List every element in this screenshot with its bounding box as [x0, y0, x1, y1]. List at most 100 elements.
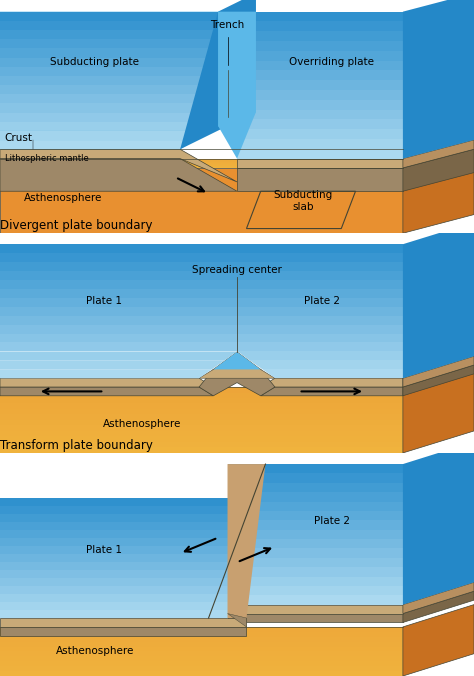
Text: Overriding plate: Overriding plate	[289, 57, 374, 68]
Polygon shape	[237, 244, 403, 253]
Polygon shape	[0, 498, 246, 506]
Text: Transform plate boundary: Transform plate boundary	[0, 439, 153, 452]
Polygon shape	[0, 637, 403, 642]
Polygon shape	[237, 120, 403, 129]
Polygon shape	[0, 618, 246, 627]
Polygon shape	[0, 49, 218, 57]
Polygon shape	[237, 129, 403, 139]
Polygon shape	[237, 110, 403, 120]
Polygon shape	[0, 39, 218, 49]
Polygon shape	[0, 271, 237, 280]
Polygon shape	[237, 271, 403, 280]
Polygon shape	[0, 360, 225, 369]
Polygon shape	[261, 387, 403, 396]
Polygon shape	[0, 594, 246, 602]
Polygon shape	[0, 122, 218, 131]
Polygon shape	[0, 244, 237, 253]
Polygon shape	[0, 11, 218, 21]
Polygon shape	[0, 652, 403, 656]
Polygon shape	[0, 333, 237, 343]
Polygon shape	[228, 464, 265, 618]
Polygon shape	[403, 140, 474, 168]
Polygon shape	[0, 554, 246, 562]
Polygon shape	[0, 307, 237, 316]
Polygon shape	[237, 333, 403, 343]
Polygon shape	[0, 94, 218, 103]
Polygon shape	[0, 164, 403, 165]
Polygon shape	[403, 604, 474, 676]
Polygon shape	[0, 506, 246, 514]
Polygon shape	[0, 562, 246, 570]
Polygon shape	[0, 298, 237, 307]
Polygon shape	[237, 159, 403, 168]
Polygon shape	[0, 387, 403, 393]
Polygon shape	[403, 442, 474, 604]
Polygon shape	[0, 160, 403, 162]
Polygon shape	[0, 522, 246, 530]
Polygon shape	[228, 492, 403, 502]
Text: Plate 1: Plate 1	[86, 546, 122, 555]
Polygon shape	[228, 502, 403, 511]
Polygon shape	[237, 139, 403, 149]
Polygon shape	[0, 404, 403, 409]
Polygon shape	[228, 558, 403, 567]
Polygon shape	[228, 473, 403, 483]
Polygon shape	[237, 262, 403, 271]
Polygon shape	[0, 352, 237, 360]
Polygon shape	[0, 546, 246, 554]
Polygon shape	[237, 324, 403, 333]
Polygon shape	[403, 582, 474, 614]
Polygon shape	[228, 596, 403, 604]
Polygon shape	[237, 253, 403, 262]
Polygon shape	[237, 352, 403, 360]
Polygon shape	[218, 112, 256, 159]
Polygon shape	[237, 280, 403, 289]
Polygon shape	[0, 656, 403, 661]
Polygon shape	[0, 11, 218, 149]
Polygon shape	[0, 514, 246, 522]
Polygon shape	[237, 343, 403, 352]
Polygon shape	[0, 448, 403, 453]
Polygon shape	[0, 280, 237, 289]
Polygon shape	[228, 567, 403, 577]
Polygon shape	[228, 464, 403, 473]
Polygon shape	[0, 262, 237, 271]
Polygon shape	[0, 387, 213, 396]
Polygon shape	[0, 661, 403, 666]
Polygon shape	[261, 379, 403, 387]
Polygon shape	[237, 316, 403, 324]
Polygon shape	[0, 140, 195, 149]
Polygon shape	[249, 360, 403, 369]
Polygon shape	[403, 149, 474, 233]
Polygon shape	[0, 671, 403, 676]
Polygon shape	[199, 361, 275, 396]
Polygon shape	[0, 627, 403, 632]
Text: Trench: Trench	[210, 20, 245, 30]
Polygon shape	[0, 168, 403, 233]
Polygon shape	[403, 149, 474, 191]
Polygon shape	[0, 166, 403, 167]
Polygon shape	[0, 537, 246, 546]
Text: Lithospheric mantle: Lithospheric mantle	[5, 154, 89, 163]
Text: Asthenosphere: Asthenosphere	[24, 193, 102, 203]
Polygon shape	[0, 586, 246, 594]
Polygon shape	[0, 570, 246, 578]
Polygon shape	[0, 646, 403, 652]
Polygon shape	[0, 393, 403, 398]
Polygon shape	[403, 222, 474, 379]
Polygon shape	[237, 90, 403, 100]
Polygon shape	[403, 592, 474, 623]
Polygon shape	[237, 307, 403, 316]
Polygon shape	[0, 103, 218, 113]
Polygon shape	[0, 602, 246, 610]
Polygon shape	[0, 420, 403, 425]
Polygon shape	[237, 61, 403, 70]
Polygon shape	[0, 530, 246, 537]
Text: Plate 2: Plate 2	[304, 295, 340, 306]
Polygon shape	[0, 324, 237, 333]
Polygon shape	[0, 113, 218, 122]
Polygon shape	[237, 51, 403, 61]
Polygon shape	[0, 162, 403, 164]
Polygon shape	[228, 530, 403, 539]
Polygon shape	[403, 365, 474, 396]
